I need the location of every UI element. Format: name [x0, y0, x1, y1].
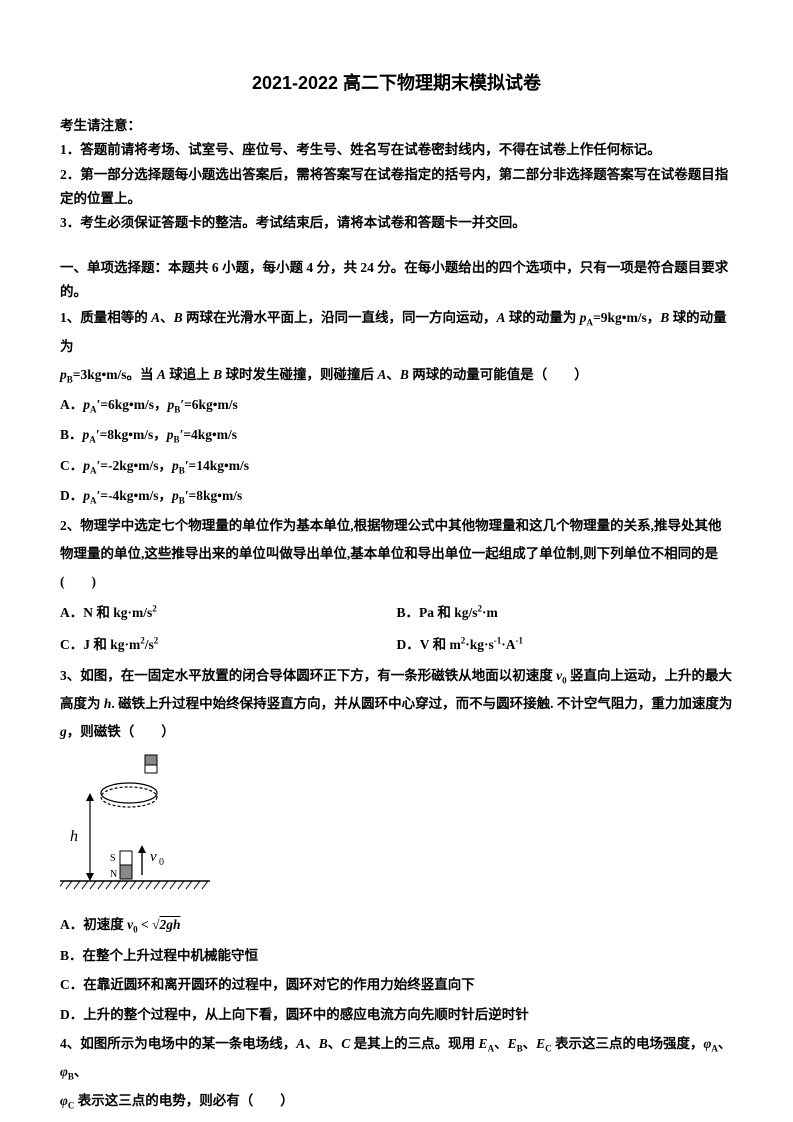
h-label: h	[70, 828, 78, 845]
q2d-mid2: ·A	[501, 637, 515, 652]
q1-oa2: =6kg•m/s	[184, 397, 238, 412]
question-1: 1、质量相等的 A、B 两球在光滑水平面上，沿同一直线，同一方向运动，A 球的动…	[60, 304, 733, 361]
q1-l2c: 球时发生碰撞，则碰撞后	[222, 367, 377, 382]
q3-g: g	[60, 724, 67, 739]
q1-b3: B	[213, 367, 222, 382]
q2c-sup2: 2	[154, 636, 159, 646]
question-4: 4、如图所示为电场中的某一条电场线，A、B、C 是其上的三点。现用 EA、EB、…	[60, 1030, 733, 1087]
q1-a2: A	[497, 310, 506, 325]
q1-b4: B	[400, 367, 409, 382]
q3-option-b: B．在整个上升过程中机械能守恒	[60, 941, 733, 971]
q4-sb: 是其上的三点。现用	[350, 1036, 478, 1051]
q2b-pre: B．Pa 和 kg/s	[397, 605, 478, 620]
q3-option-a: A．初速度 v0 < √2gh	[60, 910, 733, 940]
q1-stem-c: 球的动量为	[506, 310, 580, 325]
q3a-pre: A．初速度	[60, 917, 127, 932]
q1-ob2: =4kg•m/s	[183, 427, 237, 442]
q1-ab: A	[151, 310, 160, 325]
q4-sa: 4、如图所示为电场中的某一条电场线，	[60, 1036, 296, 1051]
question-4-line2: φC 表示这三点的电势，则必有（ ）	[60, 1087, 733, 1116]
exam-title: 2021-2022 高二下物理期末模拟试卷	[60, 66, 733, 100]
q3-option-c: C．在靠近圆环和离开圆环的过程中，圆环对它的作用力始终竖直向下	[60, 970, 733, 1000]
q2-option-d: D．V 和 m2·kg·s-1·A-1	[397, 629, 734, 661]
q2-row1: A．N 和 kg·m/s2 B．Pa 和 kg/s2·m	[60, 597, 733, 629]
q3-sb: . 磁铁上升过程中始终保持竖直方向，并从圆环中心穿过，而不与圆环接触. 不计空气…	[111, 696, 732, 711]
q2c-mid: /s	[145, 637, 154, 652]
q1-l2b: 球追上	[166, 367, 213, 382]
question-1-line2: pB=3kg•m/s。当 A 球追上 B 球时发生碰撞，则碰撞后 A、B 两球的…	[60, 361, 733, 390]
q2-row2: C．J 和 kg·m2/s2 D．V 和 m2·kg·s-1·A-1	[60, 629, 733, 661]
q2-option-a: A．N 和 kg·m/s2	[60, 597, 397, 629]
q1-option-a: A．pA′=6kg•m/s，pB′=6kg•m/s	[60, 390, 733, 420]
q1-option-b: B．pA′=8kg•m/s，pB′=4kg•m/s	[60, 420, 733, 450]
question-2: 2、物理学中选定七个物理量的单位作为基本单位,根据物理公式中其他物理量和这几个物…	[60, 512, 733, 597]
v0-sub-fig: 0	[159, 857, 164, 868]
q4-l2a: 表示这三点的电势，则必有（ ）	[74, 1093, 293, 1108]
q2d-sup3: -1	[516, 636, 524, 646]
v0-label-fig: v	[150, 849, 157, 865]
q1-a3: A	[157, 367, 166, 382]
q4-sc: 表示这三点的电场强度，	[552, 1036, 704, 1051]
q1-option-d: D．pA′=-4kg•m/s，pB′=8kg•m/s	[60, 481, 733, 511]
q2-option-c: C．J 和 kg·m2/s2	[60, 629, 397, 661]
q2d-mid: ·kg·s	[465, 637, 494, 652]
n-label: N	[110, 869, 117, 880]
notice-2: 2．第一部分选择题每小题选出答案后，需将答案写在试卷指定的括号内，第二部分非选择…	[60, 163, 733, 212]
s-label: S	[110, 853, 116, 864]
q3a-lt: <	[138, 917, 152, 932]
q1-b2: B	[660, 310, 669, 325]
q1-od1: =-4kg•m/s，	[100, 488, 172, 503]
q1-a4: A	[377, 367, 386, 382]
notice-3: 3．考生必须保证答题卡的整洁。考试结束后，请将本试卷和答题卡一并交回。	[60, 211, 733, 235]
q1-oc2: =14kg•m/s	[189, 458, 249, 473]
q1-l2a: =3kg•m/s。当	[73, 367, 157, 382]
q1-stem-a: 1、质量相等的	[60, 310, 151, 325]
q3a-sqrt: 2gh	[160, 917, 181, 932]
q1-option-c: C．pA′=-2kg•m/s，pB′=14kg•m/s	[60, 451, 733, 481]
q1-ob1: =8kg•m/s，	[100, 427, 167, 442]
section-1-heading: 一、单项选择题：本题共 6 小题，每小题 4 分，共 24 分。在每小题给出的四…	[60, 256, 733, 305]
q1-oc1: =-2kg•m/s，	[100, 458, 172, 473]
q2b-post: ·m	[482, 605, 498, 620]
q1-pb: p	[60, 367, 67, 382]
q2-option-b: B．Pa 和 kg/s2·m	[397, 597, 734, 629]
question-3: 3、如图，在一固定水平放置的闭合导体圆环正下方，有一条形磁铁从地面以初速度 v0…	[60, 662, 733, 747]
notice-heading: 考生请注意：	[60, 114, 733, 138]
q2d-pre: D．V 和 m	[397, 637, 461, 652]
q3-figure: h S N v 0	[60, 753, 733, 906]
q3-sa: 3、如图，在一固定水平放置的闭合导体圆环正下方，有一条形磁铁从地面以初速度	[60, 668, 556, 683]
q1-stem-b: 两球在光滑水平面上，沿同一直线，同一方向运动，	[183, 310, 497, 325]
q3-option-d: D．上升的整个过程中，从上向下看，圆环中的感应电流方向先顺时针后逆时针	[60, 1000, 733, 1030]
q3-sc: ，则磁铁（ ）	[67, 724, 175, 739]
q2a-pre: A．N 和 kg·m/s	[60, 605, 152, 620]
q1-b: B	[174, 310, 183, 325]
q1-pa: p	[580, 310, 587, 325]
q1-oa1: =6kg•m/s，	[100, 397, 167, 412]
q1-stem-d: =9kg•m/s，	[593, 310, 660, 325]
q1-od2: =8kg•m/s	[189, 488, 243, 503]
q2a-sup: 2	[152, 603, 157, 613]
q1-l2d: 两球的动量可能值是（ ）	[409, 367, 588, 382]
notice-1: 1．答题前请将考场、试室号、座位号、考生号、姓名写在试卷密封线内，不得在试卷上作…	[60, 138, 733, 162]
q2c-pre: C．J 和 kg·m	[60, 637, 140, 652]
